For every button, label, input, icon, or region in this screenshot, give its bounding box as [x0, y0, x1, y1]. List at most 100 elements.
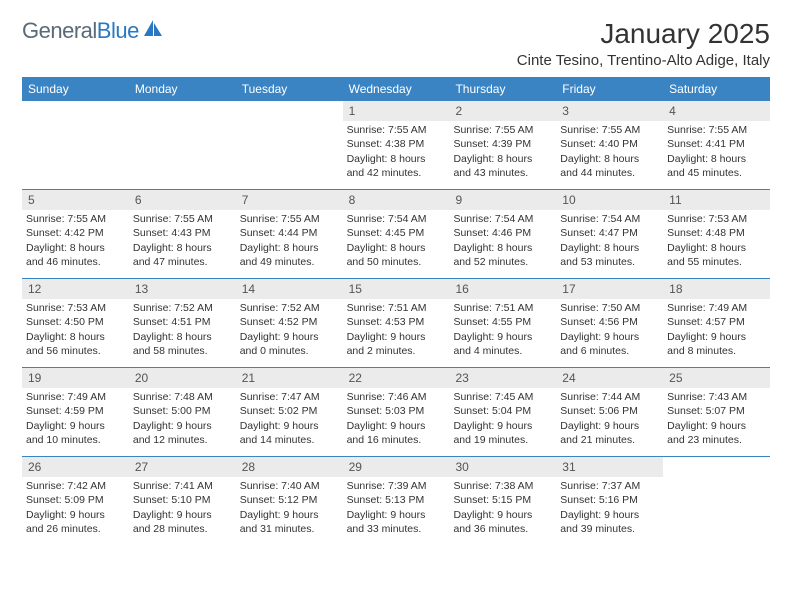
day-number: 31 [556, 457, 663, 477]
daylight-line-1: Daylight: 9 hours [560, 508, 659, 522]
sunset-line: Sunset: 4:39 PM [453, 137, 552, 151]
sunrise-line: Sunrise: 7:46 AM [347, 390, 446, 404]
daylight-line-2: and 42 minutes. [347, 166, 446, 180]
daylight-line-2: and 12 minutes. [133, 433, 232, 447]
day-body: Sunrise: 7:53 AMSunset: 4:48 PMDaylight:… [663, 210, 770, 272]
sunrise-line: Sunrise: 7:51 AM [347, 301, 446, 315]
daylight-line-1: Daylight: 9 hours [560, 419, 659, 433]
page-header: GeneralBlue January 2025 Cinte Tesino, T… [22, 18, 770, 69]
day-number: 12 [22, 279, 129, 299]
day-number: 25 [663, 368, 770, 388]
day-body: Sunrise: 7:47 AMSunset: 5:02 PMDaylight:… [236, 388, 343, 450]
sunrise-line: Sunrise: 7:55 AM [240, 212, 339, 226]
sunrise-line: Sunrise: 7:40 AM [240, 479, 339, 493]
sunrise-line: Sunrise: 7:47 AM [240, 390, 339, 404]
day-body: Sunrise: 7:41 AMSunset: 5:10 PMDaylight:… [129, 477, 236, 539]
day-body: Sunrise: 7:52 AMSunset: 4:51 PMDaylight:… [129, 299, 236, 361]
daylight-line-2: and 43 minutes. [453, 166, 552, 180]
daylight-line-1: Daylight: 9 hours [133, 508, 232, 522]
calendar-day-cell: 26Sunrise: 7:42 AMSunset: 5:09 PMDayligh… [22, 457, 129, 545]
sunrise-line: Sunrise: 7:55 AM [453, 123, 552, 137]
daylight-line-2: and 0 minutes. [240, 344, 339, 358]
calendar-day-cell [236, 101, 343, 189]
sunset-line: Sunset: 4:46 PM [453, 226, 552, 240]
sunrise-line: Sunrise: 7:51 AM [453, 301, 552, 315]
daylight-line-2: and 26 minutes. [26, 522, 125, 536]
sunset-line: Sunset: 5:12 PM [240, 493, 339, 507]
daylight-line-1: Daylight: 8 hours [453, 152, 552, 166]
daylight-line-2: and 58 minutes. [133, 344, 232, 358]
sunset-line: Sunset: 4:53 PM [347, 315, 446, 329]
weekday-header: Thursday [449, 77, 556, 101]
sunset-line: Sunset: 5:02 PM [240, 404, 339, 418]
day-body: Sunrise: 7:42 AMSunset: 5:09 PMDaylight:… [22, 477, 129, 539]
daylight-line-1: Daylight: 8 hours [26, 330, 125, 344]
calendar-day-cell: 28Sunrise: 7:40 AMSunset: 5:12 PMDayligh… [236, 457, 343, 545]
sunset-line: Sunset: 4:47 PM [560, 226, 659, 240]
day-body [236, 105, 343, 110]
day-number: 21 [236, 368, 343, 388]
sunset-line: Sunset: 5:03 PM [347, 404, 446, 418]
day-number: 5 [22, 190, 129, 210]
daylight-line-1: Daylight: 9 hours [240, 330, 339, 344]
daylight-line-1: Daylight: 8 hours [667, 152, 766, 166]
daylight-line-1: Daylight: 8 hours [560, 152, 659, 166]
day-number: 24 [556, 368, 663, 388]
daylight-line-1: Daylight: 8 hours [347, 152, 446, 166]
sunrise-line: Sunrise: 7:52 AM [240, 301, 339, 315]
daylight-line-2: and 31 minutes. [240, 522, 339, 536]
daylight-line-2: and 4 minutes. [453, 344, 552, 358]
weekday-header: Friday [556, 77, 663, 101]
day-number: 1 [343, 101, 450, 121]
calendar-day-cell: 14Sunrise: 7:52 AMSunset: 4:52 PMDayligh… [236, 279, 343, 367]
calendar-day-cell: 17Sunrise: 7:50 AMSunset: 4:56 PMDayligh… [556, 279, 663, 367]
daylight-line-2: and 14 minutes. [240, 433, 339, 447]
daylight-line-1: Daylight: 9 hours [240, 419, 339, 433]
sunrise-line: Sunrise: 7:55 AM [26, 212, 125, 226]
calendar-day-cell: 6Sunrise: 7:55 AMSunset: 4:43 PMDaylight… [129, 190, 236, 278]
calendar-day-cell: 4Sunrise: 7:55 AMSunset: 4:41 PMDaylight… [663, 101, 770, 189]
daylight-line-2: and 6 minutes. [560, 344, 659, 358]
calendar-day-cell: 8Sunrise: 7:54 AMSunset: 4:45 PMDaylight… [343, 190, 450, 278]
calendar-day-cell [22, 101, 129, 189]
day-number: 8 [343, 190, 450, 210]
day-body: Sunrise: 7:54 AMSunset: 4:47 PMDaylight:… [556, 210, 663, 272]
day-body: Sunrise: 7:48 AMSunset: 5:00 PMDaylight:… [129, 388, 236, 450]
day-body: Sunrise: 7:49 AMSunset: 4:57 PMDaylight:… [663, 299, 770, 361]
calendar-page: GeneralBlue January 2025 Cinte Tesino, T… [0, 0, 792, 555]
day-body: Sunrise: 7:38 AMSunset: 5:15 PMDaylight:… [449, 477, 556, 539]
calendar-day-cell: 2Sunrise: 7:55 AMSunset: 4:39 PMDaylight… [449, 101, 556, 189]
sunrise-line: Sunrise: 7:55 AM [667, 123, 766, 137]
sunset-line: Sunset: 4:43 PM [133, 226, 232, 240]
calendar-day-cell: 13Sunrise: 7:52 AMSunset: 4:51 PMDayligh… [129, 279, 236, 367]
calendar-day-cell: 10Sunrise: 7:54 AMSunset: 4:47 PMDayligh… [556, 190, 663, 278]
sunset-line: Sunset: 5:10 PM [133, 493, 232, 507]
day-body: Sunrise: 7:39 AMSunset: 5:13 PMDaylight:… [343, 477, 450, 539]
sunset-line: Sunset: 4:52 PM [240, 315, 339, 329]
sunset-line: Sunset: 4:45 PM [347, 226, 446, 240]
sunset-line: Sunset: 4:40 PM [560, 137, 659, 151]
day-body [129, 105, 236, 110]
weekday-header: Tuesday [236, 77, 343, 101]
day-body: Sunrise: 7:55 AMSunset: 4:43 PMDaylight:… [129, 210, 236, 272]
day-number: 30 [449, 457, 556, 477]
sunset-line: Sunset: 4:41 PM [667, 137, 766, 151]
calendar-day-cell: 20Sunrise: 7:48 AMSunset: 5:00 PMDayligh… [129, 368, 236, 456]
day-body [22, 105, 129, 110]
daylight-line-1: Daylight: 9 hours [26, 419, 125, 433]
day-body: Sunrise: 7:40 AMSunset: 5:12 PMDaylight:… [236, 477, 343, 539]
day-number: 7 [236, 190, 343, 210]
day-number: 29 [343, 457, 450, 477]
day-number: 27 [129, 457, 236, 477]
sunrise-line: Sunrise: 7:39 AM [347, 479, 446, 493]
calendar-day-cell: 19Sunrise: 7:49 AMSunset: 4:59 PMDayligh… [22, 368, 129, 456]
calendar-grid: Sunday Monday Tuesday Wednesday Thursday… [22, 77, 770, 545]
day-number: 6 [129, 190, 236, 210]
daylight-line-1: Daylight: 8 hours [26, 241, 125, 255]
day-body: Sunrise: 7:55 AMSunset: 4:41 PMDaylight:… [663, 121, 770, 183]
daylight-line-2: and 44 minutes. [560, 166, 659, 180]
location-subtitle: Cinte Tesino, Trentino-Alto Adige, Italy [517, 52, 770, 69]
day-number: 17 [556, 279, 663, 299]
sunset-line: Sunset: 4:38 PM [347, 137, 446, 151]
calendar-day-cell: 21Sunrise: 7:47 AMSunset: 5:02 PMDayligh… [236, 368, 343, 456]
